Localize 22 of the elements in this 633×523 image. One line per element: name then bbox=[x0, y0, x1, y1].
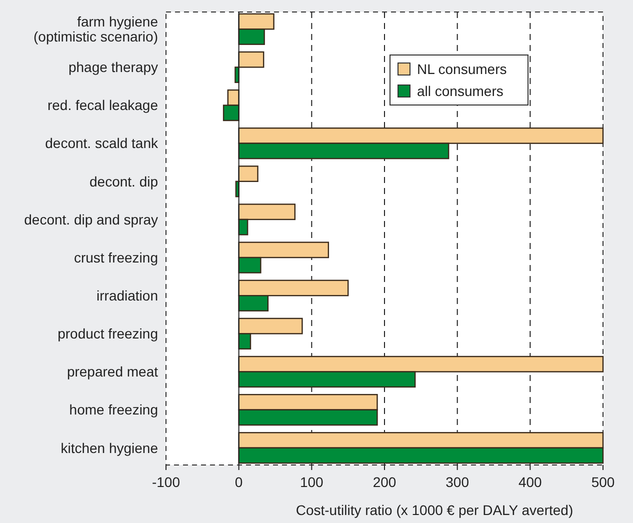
y-tick-label: crust freezing bbox=[74, 249, 158, 266]
y-tick-label: decont. dip and spray bbox=[24, 211, 158, 228]
y-tick-label: prepared meat bbox=[66, 364, 158, 380]
x-tick-label: 400 bbox=[518, 474, 542, 490]
x-tick-label: 300 bbox=[446, 474, 470, 490]
x-tick-label: 100 bbox=[300, 474, 324, 490]
y-tick-label: product freezing bbox=[58, 326, 158, 342]
y-tick-label: farm hygiene (optimistic scenario) bbox=[34, 13, 158, 45]
x-axis-title: Cost-utility ratio (x 1000 € per DALY averted) bbox=[296, 502, 574, 518]
x-tick-label: 200 bbox=[372, 474, 396, 490]
x-tick-label: 500 bbox=[591, 474, 615, 490]
y-tick-label: home freezing bbox=[69, 402, 158, 418]
y-tick-label: red. fecal leakage bbox=[47, 97, 158, 114]
x-tick-label: -100 bbox=[152, 474, 180, 490]
y-tick-label: irradiation bbox=[96, 288, 158, 304]
x-tick-label: 0 bbox=[234, 474, 243, 490]
y-tick-label: phage therapy bbox=[68, 59, 158, 76]
y-tick-label: kitchen hygiene bbox=[60, 440, 158, 456]
y-tick-label: decont. dip bbox=[90, 173, 158, 190]
legend-label: NL consumers bbox=[417, 61, 507, 77]
legend-label: all consumers bbox=[417, 83, 504, 99]
y-tick-label: decont. scald tank bbox=[45, 135, 159, 152]
